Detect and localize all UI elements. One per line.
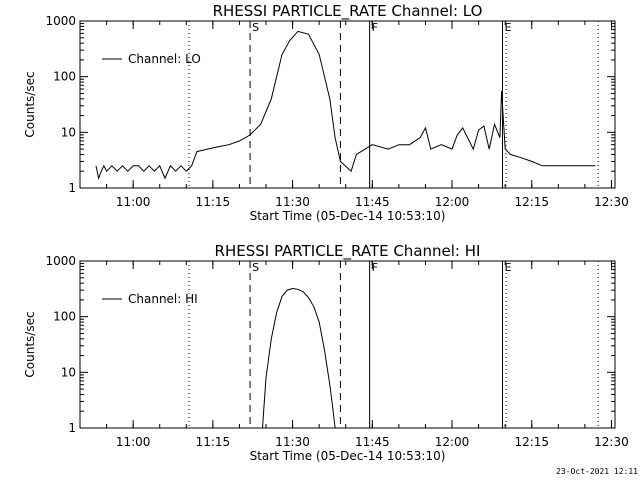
x-tick-label: 12:30: [594, 195, 629, 209]
chart-title: RHESSI PARTICLE_RATE Channel: LO: [213, 2, 483, 21]
y-tick-label: 10: [61, 365, 76, 379]
legend-label: Channel: LO: [128, 52, 201, 66]
series-line: [95, 30, 596, 180]
chart-title: RHESSI PARTICLE_RATE Channel: HI: [215, 242, 481, 261]
x-axis-label: Start Time (05-Dec-14 10:53:10): [250, 449, 446, 463]
x-tick-label: 12:15: [514, 195, 549, 209]
event-marker-label: S: [252, 261, 259, 274]
x-tick-label: 12:15: [514, 435, 549, 449]
x-tick-label: 11:30: [275, 195, 310, 209]
x-tick-label: 12:30: [594, 435, 629, 449]
plot-frame: [79, 20, 616, 189]
event-marker-label: S: [252, 21, 259, 34]
x-tick-label: 11:15: [196, 195, 231, 209]
y-tick-label: 1: [68, 181, 76, 195]
y-axis-label: Counts/sec: [23, 311, 37, 377]
x-tick-label: 12:00: [435, 195, 470, 209]
y-axis-label: Counts/sec: [23, 71, 37, 137]
y-tick-label: 100: [53, 310, 76, 324]
footer-date: 23-Oct-2021 12:11: [556, 467, 638, 476]
x-tick-label: 12:00: [435, 435, 470, 449]
x-tick-label: 11:45: [355, 435, 390, 449]
y-tick-label: 1000: [45, 254, 76, 268]
panel-hi: RHESSI PARTICLE_RATE Channel: HI 1 10 100 10…: [23, 242, 629, 463]
x-tick-label: 11:00: [116, 435, 151, 449]
event-marker-label: E: [505, 261, 512, 274]
plot-frame: [79, 260, 616, 429]
event-marker-label: E: [505, 21, 512, 34]
x-axis-label: Start Time (05-Dec-14 10:53:10): [250, 209, 446, 223]
y-tick-label: 10: [61, 125, 76, 139]
series-line: [262, 287, 336, 429]
panel-lo: RHESSI PARTICLE_RATE Channel: LO 1 10 100 10…: [23, 2, 629, 223]
y-tick-label: 100: [53, 70, 76, 84]
legend-label: Channel: HI: [128, 292, 198, 306]
event-marker-label: F: [372, 261, 378, 274]
x-tick-label: 11:00: [116, 195, 151, 209]
event-marker-label: F: [372, 21, 378, 34]
x-tick-label: 11:15: [196, 435, 231, 449]
y-tick-label: 1000: [45, 14, 76, 28]
x-tick-label: 11:45: [355, 195, 390, 209]
x-tick-label: 11:30: [275, 435, 310, 449]
y-tick-label: 1: [68, 421, 76, 435]
